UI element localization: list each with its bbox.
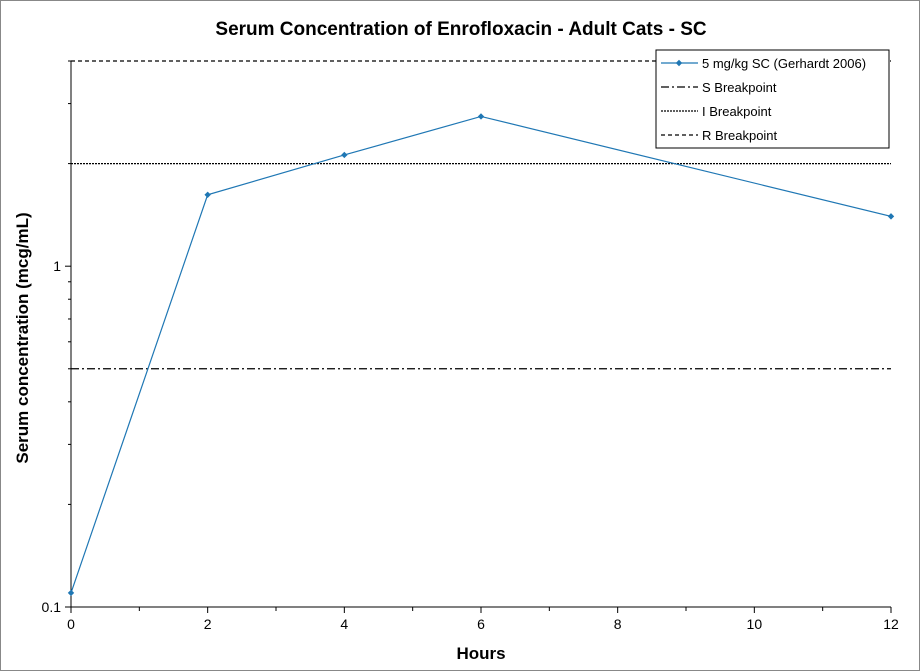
data-point [887,213,895,220]
x-tick-label: 12 [883,616,899,632]
series-line [70,115,892,594]
y-tick-label: 0.1 [42,599,62,615]
legend-box [655,49,890,149]
data-point [204,191,211,198]
data-point [477,113,485,120]
x-tick-label: 0 [67,616,75,632]
x-tick-label: 6 [477,616,485,632]
legend-marker [675,59,683,67]
legend-label: R Breakpoint [702,128,778,143]
legend-label: S Breakpoint [702,80,777,95]
y-axis-title: Serum concentration (mcg/mL) [13,212,32,463]
x-tick-label: 2 [204,616,212,632]
legend-label: 5 mg/kg SC (Gerhardt 2006) [702,56,866,71]
legend-label: I Breakpoint [702,104,772,119]
legend: 5 mg/kg SC (Gerhardt 2006) S Breakpoint I … [655,49,890,149]
data-point [341,151,348,159]
data-point [67,589,75,597]
y-tick-label: 1 [53,258,61,274]
x-tick-label: 4 [340,616,348,632]
x-axis-title: Hours [456,644,505,663]
x-tick-label: 8 [614,616,622,632]
x-tick-label: 10 [747,616,763,632]
plot-area: 0 2 4 6 8 10 12 0.1 1 [42,60,899,632]
chart-title: Serum Concentration of Enrofloxacin - Ad… [215,19,706,40]
